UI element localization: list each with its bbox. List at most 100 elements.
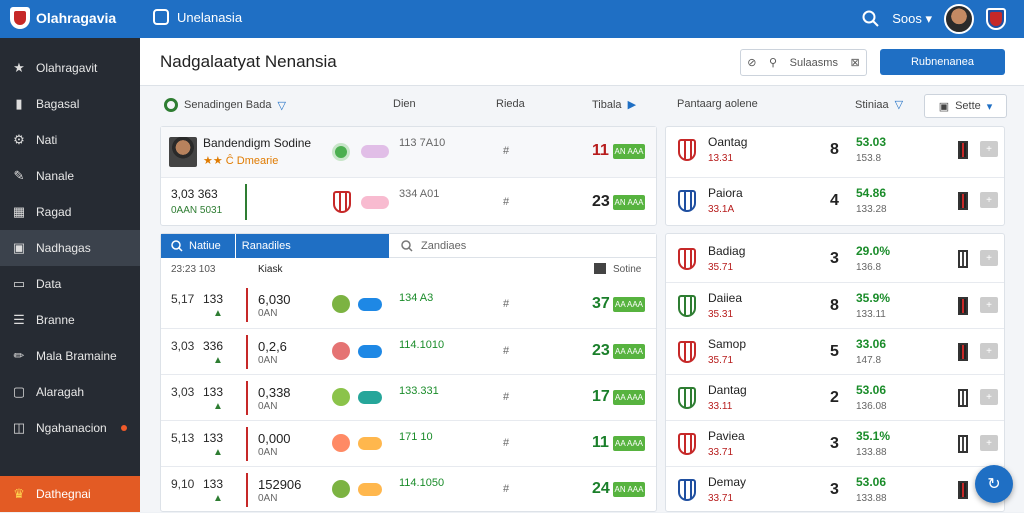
row-c: 152906 [258, 477, 302, 492]
score-badge: AA AAA [613, 344, 645, 359]
search-icon[interactable] [862, 10, 880, 28]
sidebar-item-1[interactable]: ★ Olahragavit [0, 50, 140, 86]
standing-row[interactable]: Dantag 33.11 2 53.06 136.08 + [666, 374, 1004, 420]
sidebar-item-label: Nati [36, 133, 58, 147]
row-d: 0AN [258, 493, 278, 504]
table-row[interactable]: 3,03 133 ▲ 0,338 0AN 133.331 #17 AA AAA [161, 374, 656, 420]
stat-bottom: 0AAN 5031 [171, 205, 223, 216]
rank: 3 [830, 250, 839, 267]
kit-icon [958, 481, 968, 499]
sidebar-item-11[interactable]: ◫ Ngahanacion [0, 410, 140, 446]
action-icon[interactable]: + [980, 250, 998, 266]
sidebar-item-9[interactable]: ✏ Mala Bramaine [0, 338, 140, 374]
table-row[interactable]: 9,10 133 ▲ 152906 0AN 114.1050 #24 AN AAA [161, 466, 656, 512]
featured-row[interactable]: Bandendigm Sodine ★★ Ĉ Dmearie 113 7A10 … [161, 127, 656, 177]
col-header-3[interactable]: Rieda [496, 98, 525, 110]
sidebar-item-4[interactable]: ✎ Nanale [0, 158, 140, 194]
app-switcher[interactable]: Unelanasia [153, 9, 242, 25]
kit-icon [958, 389, 968, 407]
header-tool-label[interactable]: Sulaasms [789, 56, 838, 69]
topbar-right: Soos ▾ [862, 4, 1006, 34]
score-badge: AA AAA [613, 390, 645, 405]
sidebar: ★ Olahragavit ▮ Bagasal ⚙ Nati ✎ Nanale ▦ Rag… [0, 38, 140, 512]
col-header-5[interactable]: Pantaarg aolene [677, 98, 758, 110]
page-header: Nadgalaatyat Nenansia ⊘ ⚲ Sulaasms ⊠ Rub… [140, 38, 1024, 86]
team-crest-icon [678, 190, 696, 212]
sidebar-item-3[interactable]: ⚙ Nati [0, 122, 140, 158]
col-header-4[interactable]: Tibala ▶ [592, 98, 636, 112]
standing-row[interactable]: Samop 35.71 5 33.06 147.8 + [666, 328, 1004, 374]
match-code: 114.1050 [399, 477, 445, 489]
action-icon[interactable]: + [980, 389, 998, 405]
pct2: 136.8 [856, 262, 882, 273]
table-row[interactable]: 5,17 133 ▲ 6,030 0AN 134 A3 #37 AA AAA [161, 282, 656, 328]
chevron-down-icon: ▾ [925, 11, 932, 26]
user-label: Soos [892, 11, 922, 26]
rank: 3 [830, 435, 839, 452]
col-header-6[interactable]: Stiniaa ▽ [855, 98, 904, 112]
featured-row[interactable]: 3,03 363 0AAN 5031 334 A01 # 23 AN AAA [161, 177, 656, 227]
chat-button[interactable]: ↻ [975, 465, 1013, 503]
primary-button[interactable]: Rubnenanea [880, 49, 1005, 75]
action-icon[interactable]: + [980, 435, 998, 451]
status-pill [358, 391, 382, 404]
sidebar-item-label: Alaragah [36, 385, 85, 399]
pct2: 133.88 [856, 493, 887, 504]
col-header-label: Senadingen Bada [184, 99, 272, 111]
action-icon[interactable]: + [980, 343, 998, 359]
divider [246, 335, 248, 369]
filter-icon[interactable]: ⊘ [747, 57, 757, 69]
status-pill [358, 298, 382, 311]
sidebar-item-bottom[interactable]: ♛ Dathegnai [0, 476, 140, 512]
search-icon [171, 240, 183, 252]
avatar[interactable] [944, 4, 974, 34]
sidebar-item-2[interactable]: ▮ Bagasal [0, 86, 140, 122]
standing-row[interactable]: Oantag 13.31 8 53.03 153.8 + [666, 127, 1004, 173]
row-c: 0,000 [258, 431, 291, 446]
sidebar-item-7[interactable]: ▭ Data [0, 266, 140, 302]
pct: 33.06 [856, 337, 887, 351]
rank: 3 [830, 481, 839, 498]
user-menu[interactable]: Soos ▾ [892, 11, 932, 27]
player-icon: ▲ [213, 355, 223, 366]
sidebar-item-5[interactable]: ▦ Ragad [0, 194, 140, 230]
col-header-label: Stiniaa [855, 98, 889, 111]
pin-icon[interactable]: ⚲ [769, 57, 778, 69]
team-crest-icon [678, 479, 696, 501]
team-sub: 35.71 [708, 355, 734, 366]
brand[interactable]: Olahragavia [10, 7, 116, 29]
table-row[interactable]: 3,03 336 ▲ 0,2,6 0AN 114.1010 #23 AA AAA [161, 328, 656, 374]
action-icon[interactable]: + [980, 141, 998, 157]
rank: 5 [830, 343, 839, 360]
close-box-icon[interactable]: ⊠ [850, 57, 860, 69]
team-badge-icon[interactable] [986, 8, 1006, 30]
standing-row[interactable]: Badiag 35.71 3 29.0% 136.8 + [666, 236, 1004, 282]
kit-icon [958, 343, 968, 361]
tab-active[interactable]: Natiue Ranadiles [161, 234, 389, 258]
list-search[interactable]: Zandiaes [389, 234, 656, 258]
col-header-2[interactable]: Dien [393, 98, 416, 110]
sidebar-item-label: Mala Bramaine [36, 349, 117, 363]
player-photo [169, 137, 197, 167]
action-icon[interactable]: + [980, 297, 998, 313]
settings-dropdown[interactable]: ▣ Sette ▾ [924, 94, 1007, 118]
shield-small-icon: ▽ [894, 99, 904, 111]
row-b: 133 [203, 385, 224, 399]
club-logo-icon [332, 295, 350, 313]
match-list: Natiue Ranadiles Zandiaes 23:23 103 Kias… [160, 233, 657, 512]
hash-mark: # [503, 298, 510, 310]
sidebar-item-8[interactable]: ☰ Branne [0, 302, 140, 338]
col-header-1[interactable]: Senadingen Bada ▽ [164, 98, 286, 112]
standing-row[interactable]: Paiora 33.1A 4 54.86 133.28 + [666, 177, 1004, 223]
table-row[interactable]: 5,13 133 ▲ 0,000 0AN 171 10 #11 AA AAA [161, 420, 656, 466]
standing-row[interactable]: Paviea 33.71 3 35.1% 133.88 + [666, 420, 1004, 466]
club-logo-icon [332, 480, 350, 498]
player-icon: ▲ [213, 401, 223, 412]
action-icon[interactable]: + [980, 192, 998, 208]
sidebar-item-6[interactable]: ▣ Nadhagas [0, 230, 140, 266]
sidebar-item-10[interactable]: ▢ Alaragah [0, 374, 140, 410]
team-name: Demay [708, 475, 747, 489]
row-d: 0AN [258, 355, 278, 366]
standing-row[interactable]: Daiiea 35.31 8 35.9% 133.11 + [666, 282, 1004, 328]
